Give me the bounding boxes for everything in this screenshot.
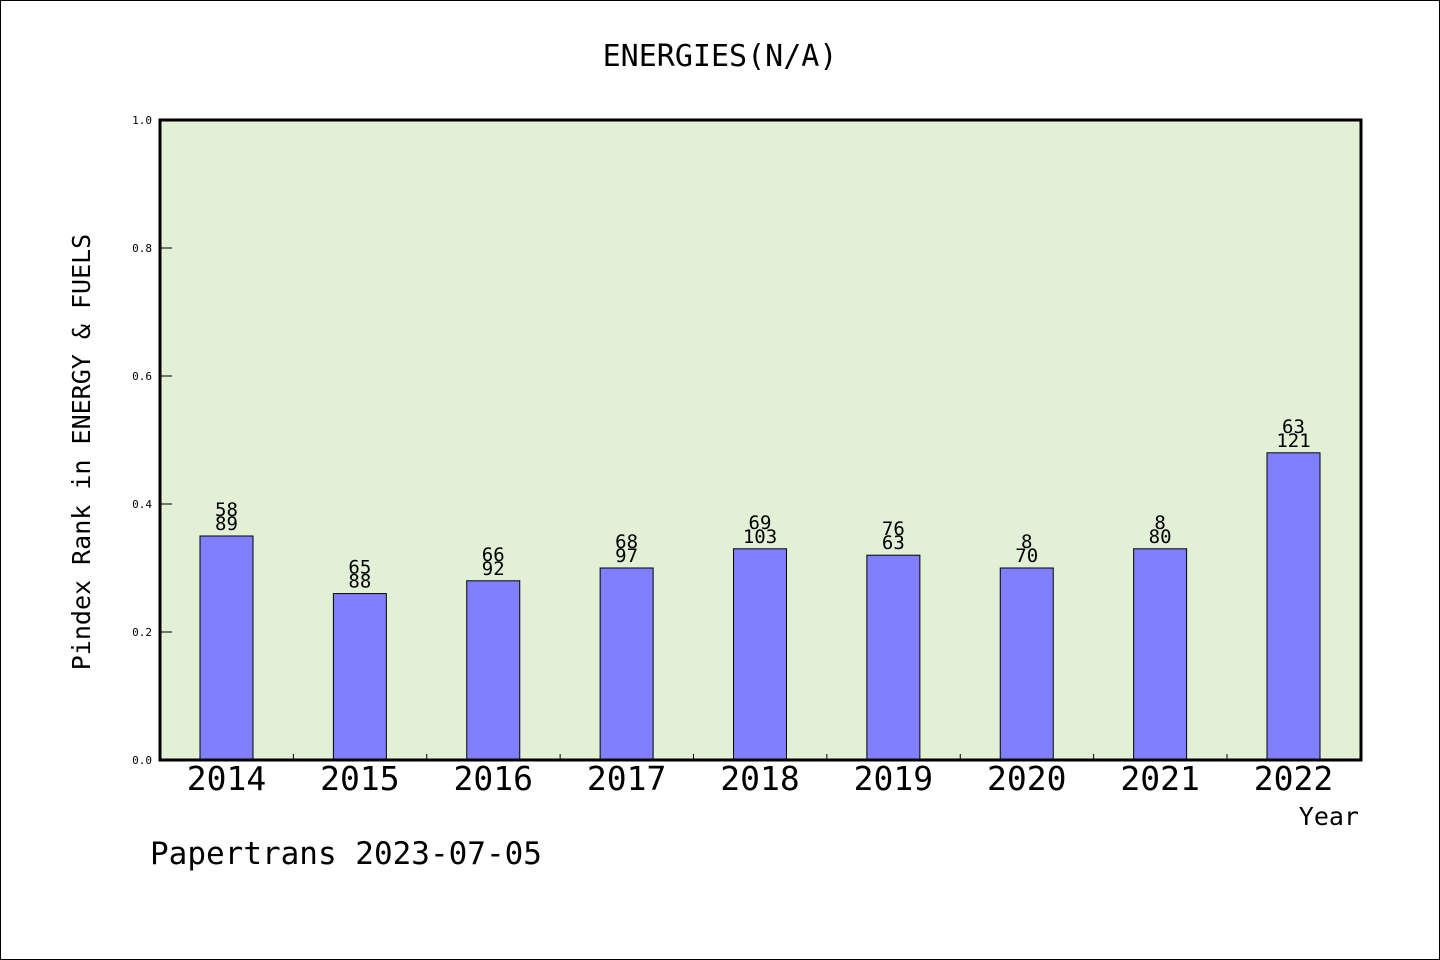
- y-tick-label-0: 0.0: [132, 754, 152, 767]
- bar-label-top-2015: 65: [348, 557, 371, 579]
- x-tick-label-2020: 2020: [987, 759, 1066, 798]
- bar-label-top-2017: 68: [615, 531, 638, 553]
- source-footer: Papertrans 2023-07-05: [150, 836, 542, 872]
- x-tick-label-2016: 2016: [454, 759, 533, 798]
- x-tick-label-2017: 2017: [587, 759, 666, 798]
- bar-label-bottom-2021: 80: [1149, 526, 1172, 548]
- bar-label-bottom-2014: 89: [215, 513, 238, 535]
- bar-label-bottom-2019: 63: [882, 532, 905, 554]
- x-axis-label: Year: [1299, 802, 1359, 831]
- x-tick-label-2018: 2018: [720, 759, 799, 798]
- y-tick-label-2: 0.4: [132, 498, 152, 511]
- bar-label-bottom-2017: 97: [615, 545, 638, 567]
- y-tick-label-1: 0.2: [132, 626, 152, 639]
- bar-label-top-2021: 8: [1154, 512, 1165, 534]
- bar-2015: [332, 593, 387, 761]
- x-tick-label-2022: 2022: [1254, 759, 1333, 798]
- y-tick-label-3: 0.6: [132, 370, 152, 383]
- x-tick-label-2015: 2015: [320, 759, 399, 798]
- chart-title: ENERGIES(N/A): [603, 39, 838, 74]
- bar-label-bottom-2018: 103: [743, 526, 777, 548]
- bar-2020: [999, 567, 1054, 761]
- bar-2021: [1133, 548, 1188, 761]
- bar-label-bottom-2015: 88: [348, 571, 371, 593]
- bar-2019: [866, 554, 921, 761]
- bar-2017: [599, 567, 654, 761]
- bar-2018: [733, 548, 787, 761]
- y-tick-label-4: 0.8: [132, 242, 152, 255]
- bar-2022: [1266, 452, 1321, 761]
- y-tick-label-5: 1.0: [132, 114, 152, 127]
- bar-label-top-2022: 63: [1282, 416, 1305, 438]
- bar-label-top-2014: 58: [215, 499, 238, 521]
- bar-2016: [466, 580, 521, 761]
- bar-label-top-2020: 8: [1021, 531, 1032, 553]
- bar-label-bottom-2016: 92: [482, 558, 505, 580]
- bar-label-top-2016: 66: [482, 544, 505, 566]
- bar-label-bottom-2022: 121: [1276, 430, 1310, 452]
- x-tick-label-2019: 2019: [854, 759, 933, 798]
- plot-border: [158, 118, 1363, 762]
- bar-label-top-2018: 69: [749, 512, 772, 534]
- x-tick-label-2014: 2014: [187, 759, 266, 798]
- bar-2014: [199, 535, 254, 761]
- bar-label-bottom-2020: 70: [1015, 545, 1038, 567]
- y-axis-label: Pindex Rank in ENERGY & FUELS: [67, 234, 96, 671]
- x-tick-label-2021: 2021: [1120, 759, 1199, 798]
- bar-label-top-2019: 76: [882, 518, 905, 540]
